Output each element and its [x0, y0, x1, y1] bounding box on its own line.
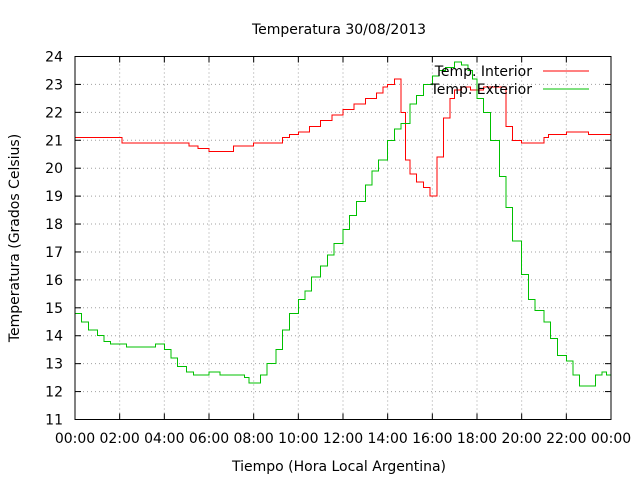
y-tick-label: 11: [45, 413, 63, 429]
chart-title: Temperatura 30/08/2013: [251, 22, 426, 38]
y-tick-label: 19: [45, 189, 63, 205]
x-tick-label: 22:00: [546, 431, 586, 447]
x-tick-label: 16:00: [412, 431, 452, 447]
x-axis-label: Tiempo (Hora Local Argentina): [231, 459, 446, 475]
grid: [75, 56, 611, 420]
y-tick-label: 21: [45, 133, 63, 149]
x-tick-label: 00:00: [55, 431, 95, 447]
x-tick-label: 10:00: [278, 431, 318, 447]
y-tick-label: 18: [45, 217, 63, 233]
legend-label: Temp. Exterior: [430, 82, 533, 98]
y-axis-label: Temperatura (Grados Celsius): [7, 134, 23, 343]
y-tick-label: 16: [45, 273, 63, 289]
x-tick-label: 08:00: [233, 431, 273, 447]
y-tick-label: 24: [45, 50, 63, 66]
axis-ticks: [74, 56, 612, 420]
x-tick-label: 18:00: [457, 431, 497, 447]
series-line-interior: [75, 78, 611, 197]
y-axis-tick-labels: 11 12 13 14 15 16 17 18 19 20 21 22 23 24: [45, 50, 63, 429]
y-tick-label: 13: [45, 357, 63, 373]
legend: Temp. Interior Temp. Exterior: [430, 64, 589, 98]
y-tick-label: 14: [45, 329, 63, 345]
x-axis-tick-labels: 00:00 02:00 04:00 06:00 08:00 10:00 12:00 14:00…: [55, 431, 631, 447]
x-tick-label: 04:00: [144, 431, 184, 447]
y-tick-label: 23: [45, 77, 63, 93]
y-tick-label: 15: [45, 301, 63, 317]
legend-label: Temp. Interior: [434, 64, 533, 80]
x-tick-label: 14:00: [367, 431, 407, 447]
x-tick-label: 12:00: [323, 431, 363, 447]
y-tick-label: 20: [45, 161, 63, 177]
y-tick-label: 17: [45, 245, 63, 261]
x-tick-label: 02:00: [99, 431, 139, 447]
series-line-exterior: [75, 61, 612, 412]
plot-lines: [75, 61, 612, 412]
x-tick-label: 20:00: [501, 431, 541, 447]
x-tick-label: 06:00: [189, 431, 229, 447]
y-tick-label: 22: [45, 105, 63, 121]
y-tick-label: 12: [45, 385, 63, 401]
x-tick-label: 00:00: [591, 431, 631, 447]
